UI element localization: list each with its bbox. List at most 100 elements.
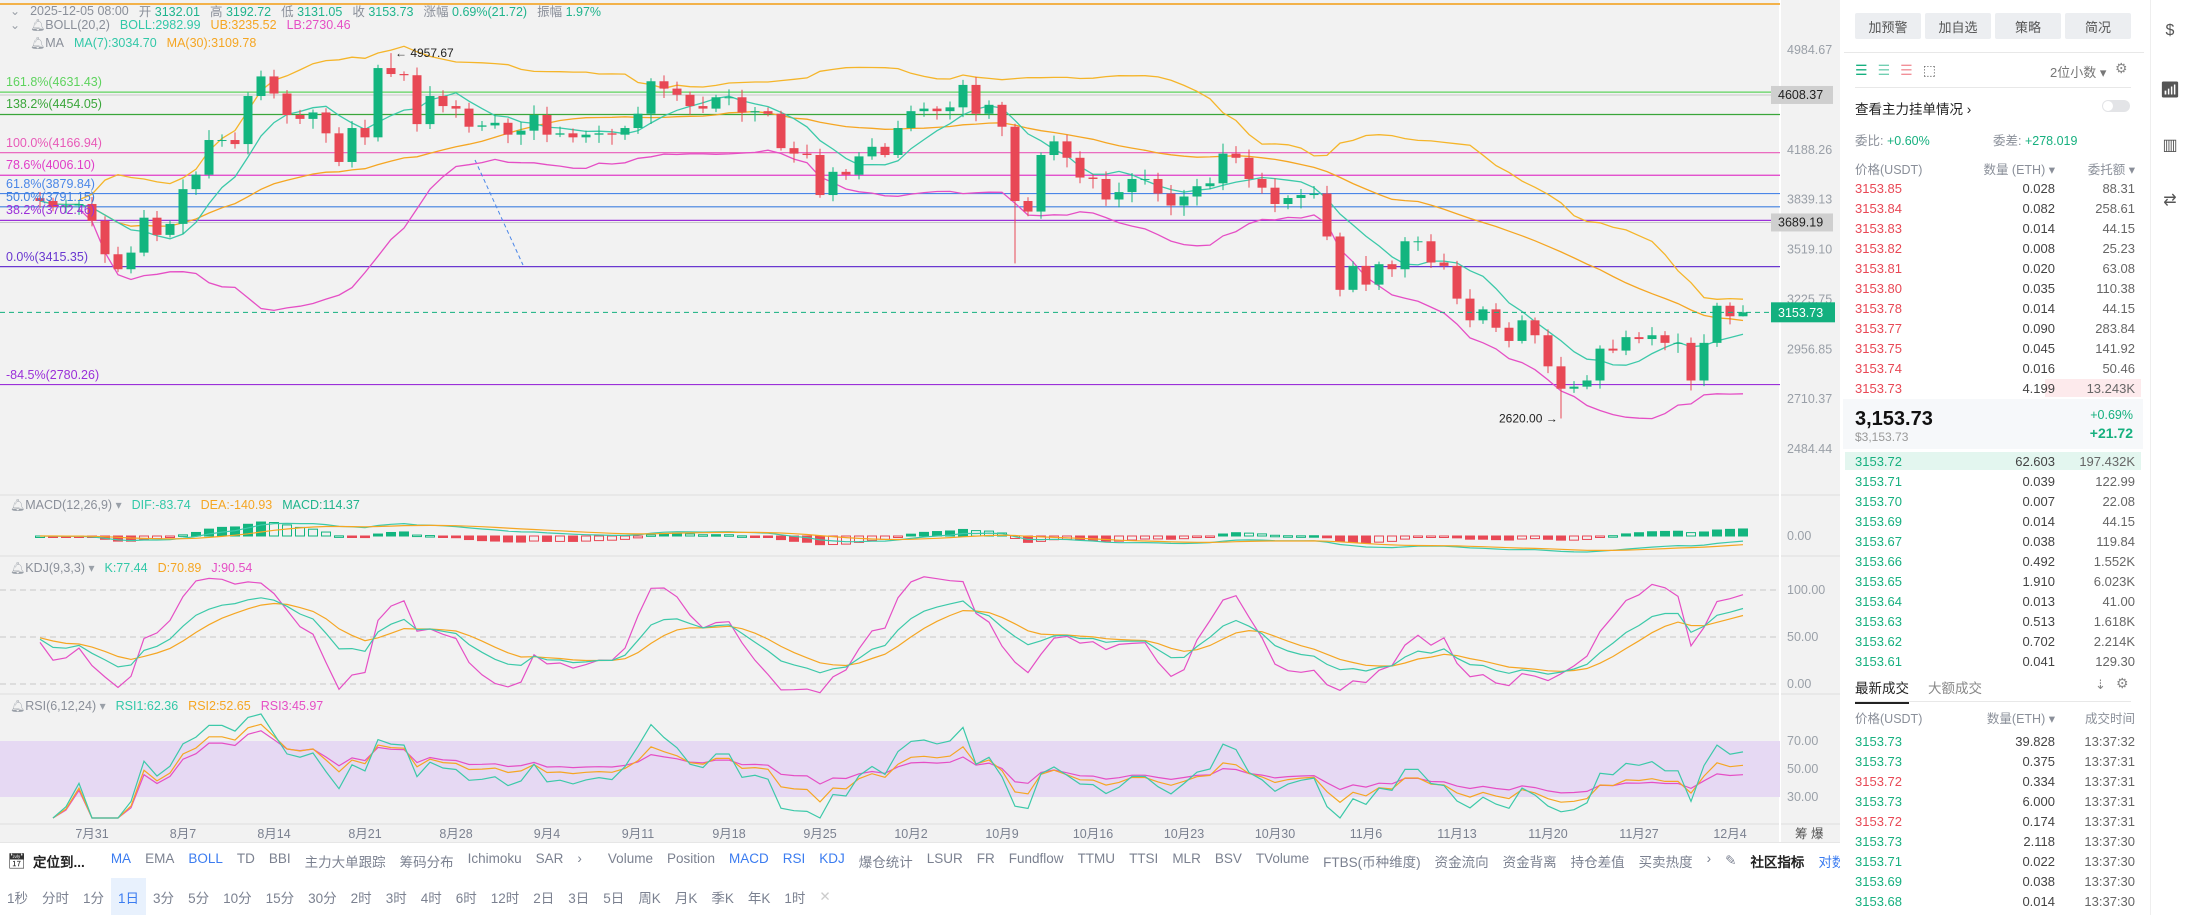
order-row[interactable]: 3153.72 0.174 13:37:31 [1855, 811, 2135, 831]
chart-canvas[interactable]: ← 4957.67 2620.00 → 4984.67 4188.26 3839.13 3… [0, 0, 1840, 842]
sub-indicator-item[interactable]: 买卖热度 [1638, 854, 1693, 870]
interval-季K[interactable]: 季K [711, 890, 734, 906]
fib-level-label[interactable]: -84.5%(2780.26) [6, 367, 100, 382]
interval-1时[interactable]: 1时 [784, 890, 806, 906]
close-icon[interactable]: ✕ [819, 888, 831, 904]
sub-indicator-item[interactable]: MACD [728, 850, 769, 866]
order-row[interactable]: 3153.83 0.014 44.15 [1855, 218, 2135, 238]
interval-周K[interactable]: 周K [638, 890, 661, 906]
qty-header[interactable]: 数量 (ETH) ▾ [1983, 162, 2055, 177]
order-row[interactable]: 3153.78 0.014 44.15 [1855, 298, 2135, 318]
main-indicator-item[interactable]: MA [110, 850, 132, 866]
book-depth-icon[interactable]: ⬚ [1922, 62, 1936, 78]
sub-indicator-item[interactable]: MLR [1172, 850, 1201, 866]
swap-icon[interactable]: ⇄ [2163, 192, 2177, 209]
order-row[interactable]: 3153.75 0.045 141.92 [1855, 338, 2135, 358]
sub-indicator-item[interactable]: Position [666, 850, 715, 866]
order-row[interactable]: 3153.72 0.334 13:37:31 [1855, 771, 2135, 791]
order-row[interactable]: 3153.73 39.828 13:37:32 [1855, 731, 2135, 751]
interval-1分[interactable]: 1分 [83, 890, 105, 906]
order-row[interactable]: 3153.73 6.000 13:37:31 [1855, 791, 2135, 811]
main-indicator-item[interactable]: 主力大单跟踪 [304, 854, 386, 870]
sub-indicator-item[interactable]: 爆仓统计 [858, 854, 913, 870]
kline-chart[interactable]: ← 4957.67 2620.00 → 4984.67 4188.26 3839.13 3… [0, 0, 1840, 842]
rsi-name[interactable]: RSI(6,12,24) [25, 699, 97, 713]
order-row[interactable]: 3153.69 0.038 13:37:30 [1855, 871, 2135, 891]
ma-name[interactable]: MA [45, 36, 64, 50]
interval-12时[interactable]: 12时 [490, 890, 520, 906]
order-row[interactable]: 3153.66 0.492 1.552K [1855, 551, 2135, 571]
interval-15分[interactable]: 15分 [265, 890, 295, 906]
tab-latest-trades[interactable]: 最新成交 [1855, 677, 1909, 704]
sub-indicator-item[interactable]: FTBS(币种维度) [1323, 854, 1421, 870]
order-row[interactable]: 3153.82 0.008 25.23 [1855, 238, 2135, 258]
settings-icon[interactable]: ⚙ [2115, 60, 2128, 76]
sub-indicator-item[interactable]: TVolume [1255, 850, 1310, 866]
bell-icon[interactable]: 🔔︎ [10, 561, 26, 575]
caret-down-icon[interactable]: ▾ [88, 561, 95, 575]
order-row[interactable]: 3153.77 0.090 283.84 [1855, 318, 2135, 338]
order-row[interactable]: 3153.63 0.513 1.618K [1855, 611, 2135, 631]
order-row[interactable]: 3153.65 1.910 6.023K [1855, 571, 2135, 591]
fib-level-label[interactable]: 0.0%(3415.35) [6, 249, 89, 264]
interval-年K[interactable]: 年K [747, 890, 771, 906]
sort-icon[interactable]: ⇣ [2095, 677, 2106, 692]
order-row[interactable]: 3153.73 2.118 13:37:30 [1855, 831, 2135, 851]
main-indicator-item[interactable]: 筹码分布 [399, 854, 454, 870]
book-asks-icon[interactable]: ☰ [1900, 62, 1913, 78]
main-indicator-item[interactable]: BBI [268, 850, 291, 866]
sub-indicator-item[interactable]: › [1706, 850, 1712, 866]
order-row[interactable]: 3153.64 0.013 41.00 [1855, 591, 2135, 611]
sub-indicator-item[interactable]: LSUR [926, 850, 963, 866]
sub-indicator-item[interactable]: RSI [782, 850, 806, 866]
order-row[interactable]: 3153.69 0.014 44.15 [1855, 511, 2135, 531]
calendar-icon[interactable]: 📅︎ [7, 852, 27, 870]
sub-indicator-item[interactable]: KDJ [819, 850, 845, 866]
decimals-select[interactable]: 2位小数 ▾ [2050, 65, 2107, 80]
main-indicator-item[interactable]: SAR [535, 850, 564, 866]
fib-level-label[interactable]: 161.8%(4631.43) [6, 75, 102, 90]
sub-indicator-item[interactable]: 持仓差值 [1570, 854, 1625, 870]
interval-3分[interactable]: 3分 [153, 890, 175, 906]
interval-1秒[interactable]: 1秒 [7, 890, 29, 906]
fib-level-label[interactable]: 138.2%(4454.05) [6, 97, 102, 112]
interval-月K[interactable]: 月K [674, 890, 698, 906]
bell-icon[interactable]: 🔔︎ [10, 498, 26, 512]
sub-indicator-item[interactable]: 资金背离 [1502, 854, 1557, 870]
bar-chart-up-icon[interactable]: 📶︎ [2159, 82, 2181, 99]
sub-indicator-item[interactable]: 资金流向 [1434, 854, 1489, 870]
tab-large-trades[interactable]: 大额成交 [1928, 681, 1982, 696]
bell-icon[interactable]: 🔔︎ [30, 18, 46, 32]
order-row[interactable]: 3153.61 0.041 129.30 [1855, 651, 2135, 671]
sub-indicator-item[interactable]: FR [976, 850, 995, 866]
sub-indicator-item[interactable]: TTSI [1129, 850, 1159, 866]
interval-3时[interactable]: 3时 [385, 890, 407, 906]
interval-2时[interactable]: 2时 [350, 890, 372, 906]
order-row[interactable]: 3153.73 0.375 13:37:31 [1855, 751, 2135, 771]
order-row[interactable]: 3153.81 0.020 63.08 [1855, 258, 2135, 278]
interval-3日[interactable]: 3日 [568, 890, 590, 906]
boll-name[interactable]: BOLL(20,2) [45, 18, 110, 32]
fib-level-label[interactable]: 50.0%(3791.15) [6, 189, 95, 204]
panel-button-2[interactable]: 策略 [1995, 13, 2061, 39]
book-bids-icon[interactable]: ☰ [1877, 62, 1891, 78]
panel-button-1[interactable]: 加自选 [1925, 13, 1991, 39]
fib-level-label[interactable]: 100.0%(4166.94) [6, 135, 102, 150]
panel-button-0[interactable]: 加预警 [1855, 13, 1921, 39]
kdj-name[interactable]: KDJ(9,3,3) [25, 561, 85, 575]
interval-5分[interactable]: 5分 [188, 890, 210, 906]
main-orders-link[interactable]: 查看主力挂单情况 › [1855, 102, 1972, 117]
interval-5日[interactable]: 5日 [603, 890, 625, 906]
sub-indicator-item[interactable]: Volume [607, 850, 653, 866]
main-indicator-item[interactable]: TD [236, 850, 255, 866]
interval-4时[interactable]: 4时 [420, 890, 442, 906]
dollar-document-icon[interactable]: $ [2165, 22, 2175, 39]
order-row[interactable]: 3153.71 0.022 13:37:30 [1855, 851, 2135, 871]
macd-name[interactable]: MACD(12,26,9) [25, 498, 113, 512]
log-scale-toggle[interactable]: 对数 [1818, 854, 1846, 870]
order-row[interactable]: 3153.85 0.028 88.31 [1855, 178, 2135, 198]
caret-down-icon[interactable]: ▾ [115, 498, 122, 512]
fib-level-label[interactable]: 78.6%(4006.10) [6, 158, 95, 173]
caret-down-icon[interactable]: ▾ [99, 699, 106, 713]
interval-分时[interactable]: 分时 [42, 890, 70, 906]
